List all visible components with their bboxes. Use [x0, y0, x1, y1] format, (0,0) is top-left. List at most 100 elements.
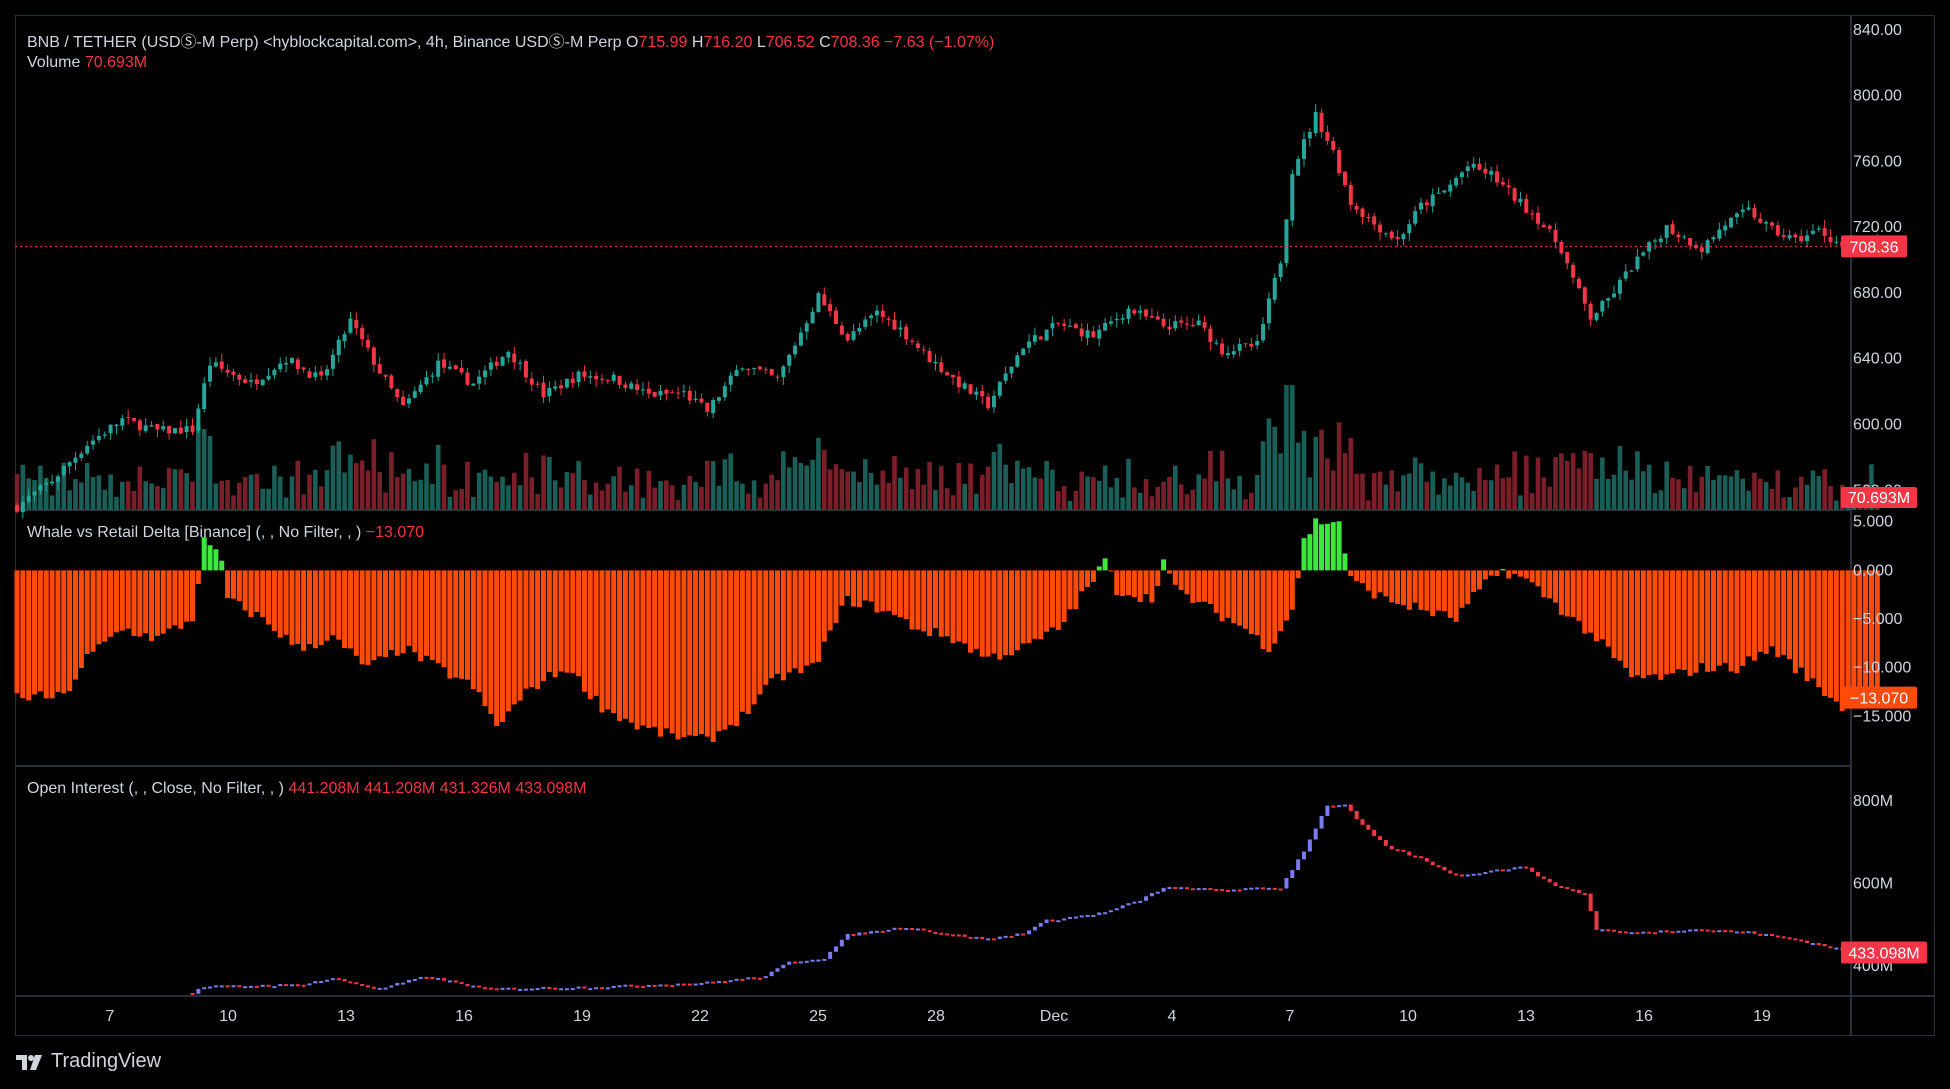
- time-tick-label: 25: [809, 1008, 827, 1025]
- whale-delta-bar: [1868, 570, 1874, 701]
- oi-candle: [1348, 804, 1353, 811]
- price-candle: [494, 361, 499, 366]
- oi-candle: [1816, 943, 1821, 946]
- volume-value: 70.693M: [84, 54, 148, 71]
- whale-delta-bar: [874, 570, 880, 613]
- oi-candle: [1208, 888, 1213, 891]
- time-tick-label: 13: [1517, 1008, 1535, 1025]
- whale-delta-bar: [991, 570, 997, 654]
- whale-delta-bar: [1172, 570, 1178, 585]
- whale-delta-bar: [763, 570, 769, 685]
- price-candle: [360, 328, 365, 340]
- whale-delta-bar: [1278, 570, 1284, 631]
- price-candle: [956, 376, 961, 388]
- volume-bar: [43, 478, 49, 510]
- oi-candle: [1676, 930, 1681, 933]
- price-candle: [1068, 325, 1072, 327]
- whale-delta-bar: [84, 570, 90, 655]
- price-candle: [1705, 240, 1710, 254]
- oi-candle: [1108, 910, 1113, 913]
- oi-candle: [436, 977, 441, 980]
- whale-delta-bar: [488, 570, 494, 714]
- price-candle: [1138, 310, 1143, 313]
- price-candle: [1372, 216, 1377, 225]
- oi-candle: [383, 987, 388, 990]
- price-candle: [1612, 293, 1617, 298]
- whale-delta-bar: [125, 570, 131, 629]
- price-candle: [1202, 322, 1207, 328]
- oi-candle: [1266, 887, 1271, 890]
- open-label: O: [626, 34, 639, 51]
- volume-bar: [248, 474, 254, 510]
- whale-delta-bar: [225, 570, 231, 599]
- price-candle: [576, 371, 581, 383]
- volume-bar: [67, 490, 72, 510]
- whale-delta-bar: [73, 570, 78, 680]
- oi-candle: [1389, 845, 1394, 850]
- whale-delta-bar: [897, 570, 903, 618]
- price-candle: [1056, 322, 1061, 324]
- price-candle: [1787, 235, 1792, 239]
- volume-bar: [196, 425, 201, 510]
- volume-bar: [207, 435, 213, 510]
- whale-delta-bar: [61, 570, 67, 694]
- oi-candle: [307, 983, 312, 986]
- volume-bar: [1301, 430, 1307, 510]
- price-candle: [904, 326, 909, 340]
- volume-bar: [190, 481, 195, 510]
- volume-bar: [1793, 487, 1798, 510]
- oi-candle: [1576, 889, 1581, 894]
- volume-bar: [599, 490, 605, 510]
- volume-bar: [1576, 468, 1582, 510]
- oi-candle: [763, 976, 768, 979]
- volume-bar: [1804, 484, 1810, 510]
- price-candle: [1658, 238, 1663, 242]
- volume-bar: [1740, 478, 1746, 510]
- oi-candle: [231, 985, 236, 988]
- oi-candle: [1623, 931, 1628, 934]
- time-tick-label: 28: [927, 1008, 945, 1025]
- oi-candle: [1536, 871, 1540, 877]
- volume-bar: [166, 468, 172, 510]
- oi-candle: [1810, 943, 1815, 946]
- oi-candle: [664, 984, 669, 987]
- price-candle: [1132, 309, 1137, 314]
- volume-bar: [833, 464, 839, 510]
- price-candle: [190, 425, 195, 432]
- oi-candle: [839, 939, 844, 947]
- tradingview-logo[interactable]: TradingView: [15, 1050, 161, 1073]
- whale-delta-bar: [1629, 570, 1635, 678]
- volume-bar: [1646, 464, 1652, 510]
- oi-candle: [401, 982, 406, 985]
- oi-value-1: 441.208M: [364, 780, 436, 797]
- volume-bar: [143, 481, 148, 510]
- price-candle: [547, 387, 552, 397]
- whale-delta-bar: [722, 570, 728, 730]
- whale-delta-bar: [505, 570, 511, 712]
- whale-delta-bar: [1143, 570, 1149, 595]
- whale-delta-bar: [1500, 569, 1506, 571]
- volume-bar: [1313, 436, 1318, 510]
- oi-candle: [997, 936, 1002, 939]
- oi-candle: [1167, 887, 1172, 890]
- price-candle: [880, 310, 885, 317]
- high-label: H: [691, 34, 704, 51]
- volume-bar: [1746, 490, 1751, 510]
- volume-bar: [1629, 479, 1634, 510]
- volume-bar: [1477, 467, 1482, 510]
- volume-bar: [1681, 488, 1687, 510]
- price-candle: [1278, 263, 1283, 278]
- oi-candle: [342, 979, 347, 982]
- oi-candle: [190, 992, 195, 995]
- volume-bar: [1325, 458, 1330, 510]
- volume-bar: [14, 473, 20, 510]
- volume-bar: [1687, 466, 1693, 510]
- oi-candle: [500, 987, 505, 990]
- whale-delta-bar: [693, 570, 699, 737]
- oi-candle: [1571, 889, 1576, 892]
- brand-label: TradingView: [51, 1050, 162, 1072]
- volume-bar: [880, 470, 886, 510]
- oi-candle: [459, 982, 464, 985]
- price-candle: [1576, 278, 1581, 289]
